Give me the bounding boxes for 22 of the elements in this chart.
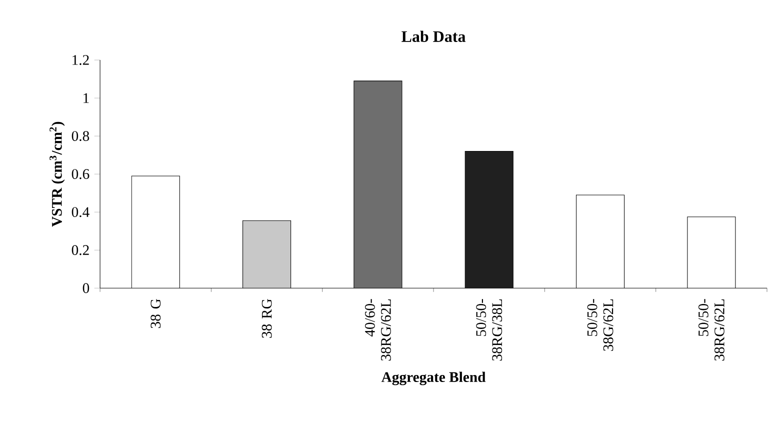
y-axis-title: VSTR (cm$^{3}$/cm$^{2}$) bbox=[50, 122, 65, 227]
y-tick-label: 0.2 bbox=[72, 245, 89, 256]
bar bbox=[131, 176, 180, 288]
x-tick-label: 38 G bbox=[150, 298, 161, 328]
bar bbox=[687, 216, 736, 288]
x-tick-label: 50/50-38RG/62L bbox=[698, 298, 724, 360]
x-axis-title: Aggregate Blend bbox=[381, 372, 486, 386]
x-tick-label: 50/50-38G/62L bbox=[587, 298, 614, 351]
bar bbox=[354, 80, 402, 288]
x-tick-label: 38 RG bbox=[262, 298, 272, 338]
x-tick-label: 40/60-38RG/62L bbox=[365, 298, 391, 360]
bar bbox=[242, 220, 292, 288]
y-tick-label: 0.6 bbox=[72, 169, 90, 179]
bar bbox=[464, 150, 514, 288]
y-tick-label: 0.4 bbox=[72, 207, 90, 217]
y-tick-label: 1.2 bbox=[72, 54, 89, 65]
y-tick-label: 0.8 bbox=[72, 130, 90, 141]
bar bbox=[576, 194, 625, 288]
y-tick-label: 0 bbox=[82, 283, 90, 293]
chart-title: Lab Data bbox=[402, 30, 466, 42]
x-tick-label: 50/50-38RG/38L bbox=[476, 298, 502, 360]
y-tick-label: 1 bbox=[84, 93, 89, 103]
